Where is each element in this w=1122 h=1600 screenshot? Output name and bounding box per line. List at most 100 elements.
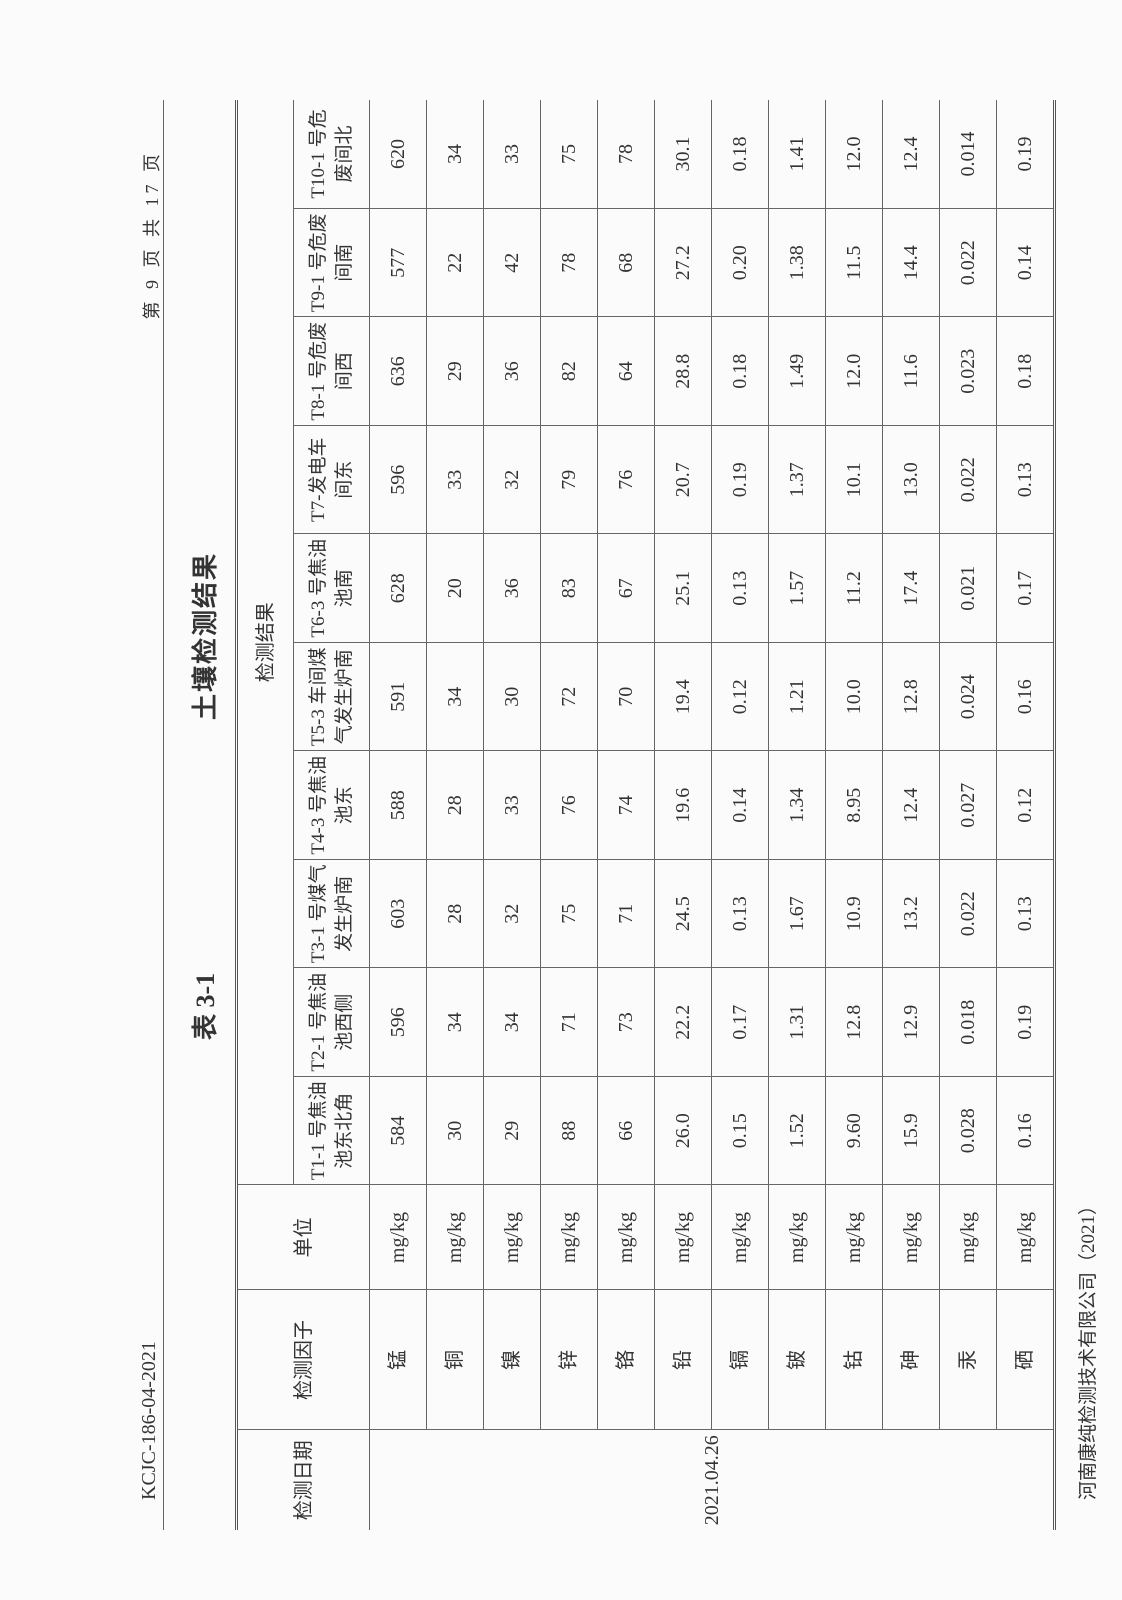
sample-header: T6-3 号焦油池南 [293,534,370,643]
value-cell: 36 [483,534,541,643]
value-cell: 10.0 [825,642,883,751]
value-cell: 0.17 [996,534,1055,643]
unit-cell: mg/kg [996,1185,1055,1290]
value-cell: 29 [426,317,484,426]
sample-header: T2-1 号焦油池西侧 [293,968,370,1077]
value-cell: 27.2 [654,208,712,317]
value-cell: 34 [483,968,541,1077]
sample-header: T7-发电车间东 [293,425,370,534]
table-number: 表 3-1 [191,972,220,1040]
value-cell: 42 [483,208,541,317]
value-cell: 596 [369,425,427,534]
value-cell: 0.16 [996,642,1055,751]
value-cell: 12.8 [825,968,883,1077]
value-cell: 10.9 [825,859,883,968]
header-unit: 单位 [236,1185,370,1290]
unit-cell: mg/kg [825,1185,883,1290]
value-cell: 10.1 [825,425,883,534]
sample-header: T5-3 车间煤气发生炉南 [293,642,370,751]
value-cell: 30.1 [654,100,712,209]
factor-cell: 钴 [825,1290,883,1430]
value-cell: 1.37 [768,425,826,534]
factor-cell: 汞 [939,1290,997,1430]
unit-cell: mg/kg [882,1185,940,1290]
value-cell: 0.14 [711,751,769,860]
value-cell: 72 [540,642,598,751]
table-row: 硒 mg/kg 0.16 0.19 0.13 0.12 0.16 0.17 0.13 0.18 0.… [996,100,1055,1530]
value-cell: 12.4 [882,100,940,209]
value-cell: 66 [597,1076,655,1185]
value-cell: 577 [369,208,427,317]
unit-cell: mg/kg [369,1185,427,1290]
value-cell: 76 [597,425,655,534]
value-cell: 26.0 [654,1076,712,1185]
document-code: KCJC-186-04-2021 [138,1341,160,1500]
value-cell: 0.19 [711,425,769,534]
value-cell: 0.13 [996,425,1055,534]
value-cell: 73 [597,968,655,1077]
factor-cell: 镉 [711,1290,769,1430]
unit-cell: mg/kg [483,1185,541,1290]
value-cell: 82 [540,317,598,426]
table-row: 铬 mg/kg 66 73 71 74 70 67 76 64 68 78 [597,100,655,1530]
value-cell: 0.022 [939,208,997,317]
value-cell: 0.19 [996,100,1055,209]
table-row: 2021.04.26 锰 mg/kg 584 596 603 588 591 628 596 636… [369,100,1055,1530]
value-cell: 9.60 [825,1076,883,1185]
unit-cell: mg/kg [540,1185,598,1290]
value-cell: 28.8 [654,317,712,426]
value-cell: 584 [369,1076,427,1185]
value-cell: 83 [540,534,598,643]
factor-cell: 铬 [597,1290,655,1430]
value-cell: 1.67 [768,859,826,968]
factor-cell: 铍 [768,1290,826,1430]
table-row: 汞 mg/kg 0.028 0.018 0.022 0.027 0.024 0.021 0.02… [939,100,997,1530]
value-cell: 14.4 [882,208,940,317]
value-cell: 11.2 [825,534,883,643]
value-cell: 71 [597,859,655,968]
value-cell: 78 [597,100,655,209]
value-cell: 603 [369,859,427,968]
sample-header: T1-1 号焦油池东北角 [293,1076,370,1185]
value-cell: 11.6 [882,317,940,426]
value-cell: 12.0 [825,317,883,426]
value-cell: 33 [426,425,484,534]
value-cell: 19.6 [654,751,712,860]
factor-cell: 锌 [540,1290,598,1430]
value-cell: 1.41 [768,100,826,209]
value-cell: 22 [426,208,484,317]
value-cell: 22.2 [654,968,712,1077]
value-cell: 0.12 [996,751,1055,860]
value-cell: 75 [540,859,598,968]
value-cell: 0.13 [711,534,769,643]
value-cell: 0.022 [939,425,997,534]
table-row: 铍 mg/kg 1.52 1.31 1.67 1.34 1.21 1.57 1.37 1.49 1.… [768,100,826,1530]
value-cell: 20 [426,534,484,643]
value-cell: 64 [597,317,655,426]
value-cell: 0.15 [711,1076,769,1185]
value-cell: 1.34 [768,751,826,860]
unit-cell: mg/kg [939,1185,997,1290]
footer-company: 河南康纯检测技术有限公司（2021） [1078,1195,1099,1500]
value-cell: 636 [369,317,427,426]
value-cell: 1.38 [768,208,826,317]
value-cell: 0.022 [939,859,997,968]
value-cell: 78 [540,208,598,317]
value-cell: 0.16 [996,1076,1055,1185]
value-cell: 1.21 [768,642,826,751]
factor-cell: 铅 [654,1290,712,1430]
unit-cell: mg/kg [426,1185,484,1290]
value-cell: 67 [597,534,655,643]
value-cell: 620 [369,100,427,209]
sample-header: T9-1 号危废间南 [293,208,370,317]
header-factor: 检测因子 [236,1290,370,1430]
value-cell: 33 [483,100,541,209]
value-cell: 0.18 [711,100,769,209]
value-cell: 0.024 [939,642,997,751]
value-cell: 596 [369,968,427,1077]
value-cell: 68 [597,208,655,317]
value-cell: 0.13 [996,859,1055,968]
table-row: 锌 mg/kg 88 71 75 76 72 83 79 82 78 75 [540,100,598,1530]
unit-cell: mg/kg [597,1185,655,1290]
